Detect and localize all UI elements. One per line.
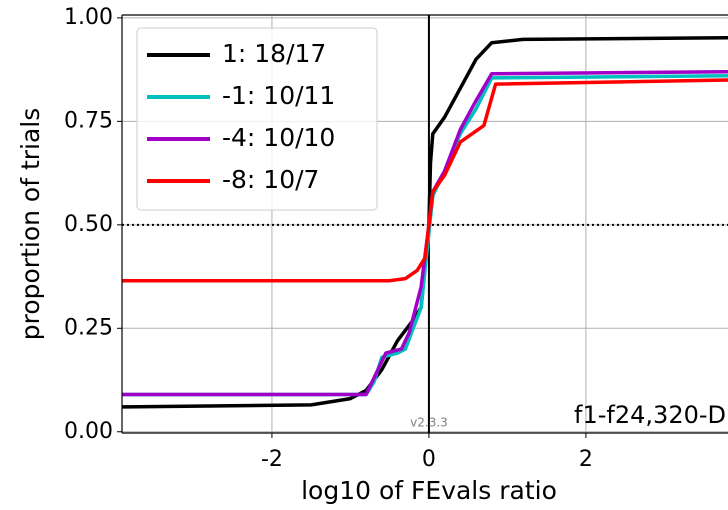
y-axis-label: proportion of trials [16,108,45,341]
legend-label: 1: 18/17 [222,39,326,68]
x-tick-label: 2 [579,447,593,472]
y-tick-label: 1.00 [64,5,113,30]
annotation: f1-f24,320-D [574,401,726,429]
x-axis-label: log10 of FEvals ratio [301,476,557,505]
legend-box [136,27,378,211]
legend-label: -4: 10/10 [222,123,335,152]
legend-label: -8: 10/7 [222,165,319,194]
y-tick-label: 0.50 [64,212,113,237]
version-label: v2.3.3 [410,416,448,430]
y-tick-label: 0.75 [64,108,113,133]
y-tick-label: 0.25 [64,315,113,340]
plot-area [122,36,728,409]
y-tick-label: 0.00 [64,419,113,444]
series-line [122,78,728,283]
legend-label: -1: 10/11 [222,81,335,110]
x-tick-label: 0 [422,447,436,472]
x-tick-label: -2 [261,447,283,472]
